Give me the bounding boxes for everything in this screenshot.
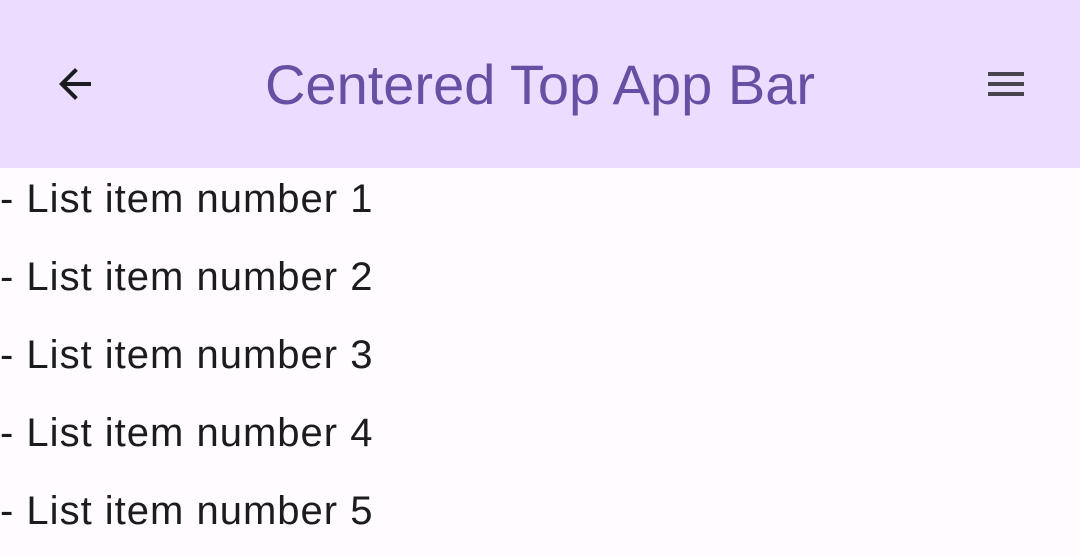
menu-button[interactable] (958, 36, 1054, 132)
menu-icon (988, 72, 1024, 96)
arrow-back-icon (59, 68, 91, 100)
list-item: - List item number 5 (0, 489, 374, 533)
app-bar-title: Centered Top App Bar (264, 53, 816, 116)
item-list: - List item number 1 - List item number … (0, 168, 373, 558)
back-button[interactable] (27, 36, 123, 132)
list-item: - List item number 2 (0, 255, 374, 299)
top-app-bar: Centered Top App Bar (0, 0, 1080, 168)
list-item: - List item number 3 (0, 333, 374, 377)
list-item: - List item number 4 (0, 411, 374, 455)
list-item: - List item number 1 (0, 177, 374, 221)
